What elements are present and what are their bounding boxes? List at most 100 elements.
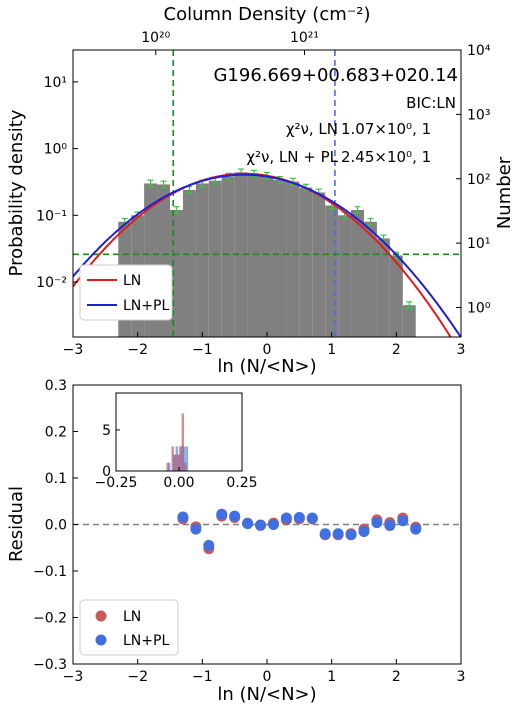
inset-bar-ln: [181, 413, 184, 471]
y-tick-label: −0.3: [33, 657, 67, 673]
chi-ln-value: 1.07×10⁰, 1: [341, 120, 431, 138]
inset-bar-lnpl: [168, 462, 171, 471]
residual-point-lnpl: [345, 529, 357, 541]
hist-bar: [376, 238, 390, 337]
inset-bar-ln: [166, 462, 169, 471]
inset-bar-ln: [174, 454, 177, 471]
inset-bar-ln: [179, 446, 182, 471]
legend: LN LN+PL: [79, 599, 179, 656]
x-tick-label: 2: [392, 342, 401, 358]
legend-ln-marker: [95, 610, 107, 622]
inset-x-tick-label: 0.00: [163, 475, 194, 491]
inset-bar-ln: [171, 446, 174, 471]
inset-bar-lnpl: [183, 446, 186, 471]
top-axis-label: Column Density (cm⁻²): [164, 4, 371, 25]
residual-point-lnpl: [190, 523, 202, 535]
y-axis-label: Residual: [6, 486, 27, 562]
hist-bar: [195, 183, 209, 337]
hist-bar: [260, 175, 274, 337]
residual-point-lnpl: [255, 519, 267, 531]
y-right-tick-label: 10⁴: [467, 43, 491, 59]
residual-point-lnpl: [410, 523, 422, 535]
y-tick-label: 10⁰: [44, 142, 68, 158]
x-top-tick-label: 10²⁰: [141, 30, 170, 46]
inset-bar-lnpl: [185, 446, 189, 471]
y-tick-label: 10⁻¹: [36, 208, 67, 224]
hist-bar: [299, 187, 313, 337]
y-right-axis-label: Number: [494, 156, 515, 229]
legend-ln-label: LN: [123, 609, 141, 625]
residual-point-lnpl: [229, 510, 241, 522]
y-tick-label: 0.0: [45, 518, 67, 534]
x-tick-label: 1: [327, 342, 336, 358]
legend-lnpl-marker: [95, 634, 107, 646]
hist-bar: [389, 255, 403, 337]
inset-bar-ln: [176, 454, 179, 471]
inset-x-tick-label: 0.25: [226, 475, 257, 491]
legend: LN LN+PL: [79, 264, 173, 321]
residual-point-lnpl: [203, 539, 215, 551]
fit-curve-lnpl: [73, 173, 461, 337]
chi-lnpl-label: χ²ν, LN + PL: [246, 148, 338, 166]
inset-ticks: −0.25 0.00 0.25 0 5: [95, 423, 258, 491]
legend-lnpl-label: LN+PL: [123, 298, 169, 314]
inset-y-tick-label: 5: [102, 423, 111, 439]
hist-bar: [208, 180, 222, 337]
y-tick-label: 0.3: [45, 378, 67, 394]
y-tick-label: 10¹: [44, 75, 67, 91]
legend-lnpl-label: LN+PL: [123, 633, 169, 649]
x-tick-label: 1: [327, 669, 336, 685]
legend-box: [79, 264, 173, 321]
x-tick-label: 3: [457, 669, 466, 685]
x-tick-label: −1: [192, 342, 213, 358]
fit-curves: [73, 172, 461, 337]
residual-point-lnpl: [293, 512, 305, 524]
bic-label: BIC:LN: [406, 94, 456, 112]
y-tick-label: 0.1: [45, 471, 67, 487]
x-tick-label: −3: [63, 342, 84, 358]
axis-ticks: −3 −2 −1 0 1 2 3 10⁻² 10⁻¹ 10⁰ 10¹ 10⁰ 10¹ 10² 10³ 10⁴ 1…: [36, 30, 491, 358]
inset: −0.25 0.00 0.25 0 5: [95, 392, 258, 491]
y-tick-label: −0.2: [33, 611, 67, 627]
pdf-panel: −3 −2 −1 0 1 2 3 10⁻² 10⁻¹ 10⁰ 10¹ 10⁰ 10¹ 10² 10³ 10⁴ 1…: [6, 4, 515, 377]
residual-point-lnpl: [242, 518, 254, 530]
residual-point-lnpl: [216, 508, 228, 520]
residual-points: [177, 508, 422, 555]
hist-bar: [364, 221, 377, 337]
hist-bar: [325, 205, 339, 337]
chi-lnpl-value: 2.45×10⁰, 1: [341, 148, 431, 166]
residual-point-lnpl: [397, 515, 409, 527]
legend-ln-label: LN: [123, 273, 141, 289]
x-axis-label: ln (N/<N>): [217, 356, 316, 377]
hist-bar: [247, 173, 261, 337]
inset-x-tick-label: −0.25: [95, 475, 138, 491]
residual-point-lnpl: [177, 511, 189, 523]
y-tick-label: 0.2: [45, 425, 67, 441]
x-tick-label: 2: [392, 669, 401, 685]
x-top-tick-label: 10²¹: [290, 30, 319, 46]
x-tick-label: 0: [263, 342, 272, 358]
residual-point-lnpl: [384, 519, 396, 531]
hist-bar: [312, 192, 326, 337]
residual-point-lnpl: [371, 517, 383, 529]
x-tick-label: 3: [457, 342, 466, 358]
hist-bar: [221, 176, 235, 337]
y-tick-label: −0.1: [33, 564, 67, 580]
inset-histogram: [166, 413, 189, 471]
x-tick-label: −3: [63, 669, 84, 685]
x-tick-label: −2: [127, 669, 148, 685]
inset-y-tick-label: 0: [102, 464, 111, 480]
chi-ln-label: χ²ν, LN: [286, 120, 338, 138]
x-tick-label: 0: [263, 669, 272, 685]
hist-bar: [402, 305, 416, 337]
hist-bar: [338, 215, 352, 337]
hist-bar: [182, 189, 196, 337]
residual-point-lnpl: [358, 525, 370, 537]
y-right-tick-label: 10¹: [467, 236, 490, 252]
y-tick-label: 10⁻²: [36, 275, 67, 291]
residual-panel: −3 −2 −1 0 1 2 3 −0.3 −0.2 −0.1 0.0 0.1 0.2 0.3 ln (N…: [6, 378, 465, 705]
hist-bar: [273, 179, 287, 337]
residual-point-lnpl: [280, 512, 292, 524]
residual-point-lnpl: [319, 528, 331, 540]
